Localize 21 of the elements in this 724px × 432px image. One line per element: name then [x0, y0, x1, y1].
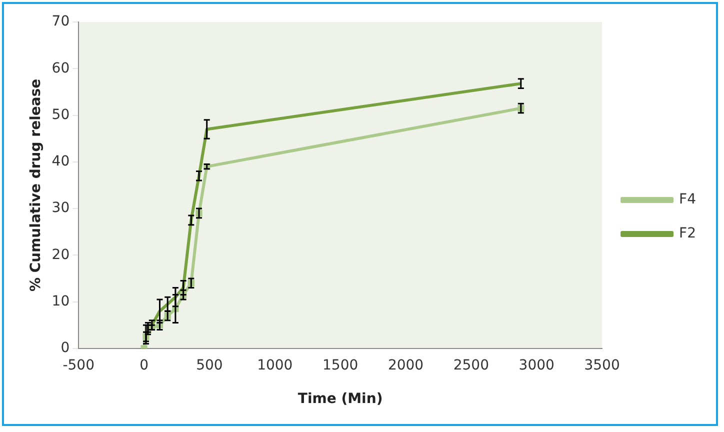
- x-tick-label: 1000: [257, 357, 293, 374]
- y-tick-label: 60: [52, 60, 70, 76]
- x-tick-label: 3000: [518, 357, 554, 374]
- legend-label: F4: [679, 192, 696, 208]
- x-tick-label: 500: [196, 357, 223, 374]
- y-tick-label: 40: [52, 154, 70, 170]
- legend-label: F2: [679, 226, 696, 242]
- x-tick-label: 1500: [322, 357, 358, 374]
- x-tick-label: 2500: [453, 357, 490, 374]
- y-tick-label: 30: [52, 200, 70, 216]
- x-tick-label: 2000: [388, 357, 424, 374]
- x-tick-label: 3500: [584, 357, 620, 374]
- y-tick-label: 20: [52, 246, 70, 263]
- x-tick-label: -500: [62, 357, 95, 374]
- y-tick-label: 0: [60, 340, 70, 356]
- y-axis-title: % Cumulative drug release: [28, 78, 44, 292]
- y-tick-label: 70: [52, 14, 70, 30]
- x-tick-label: 0: [140, 357, 149, 374]
- y-tick-label: 10: [52, 293, 70, 310]
- y-tick-label: 50: [52, 106, 70, 123]
- x-axis-title: Time (Min): [298, 391, 383, 408]
